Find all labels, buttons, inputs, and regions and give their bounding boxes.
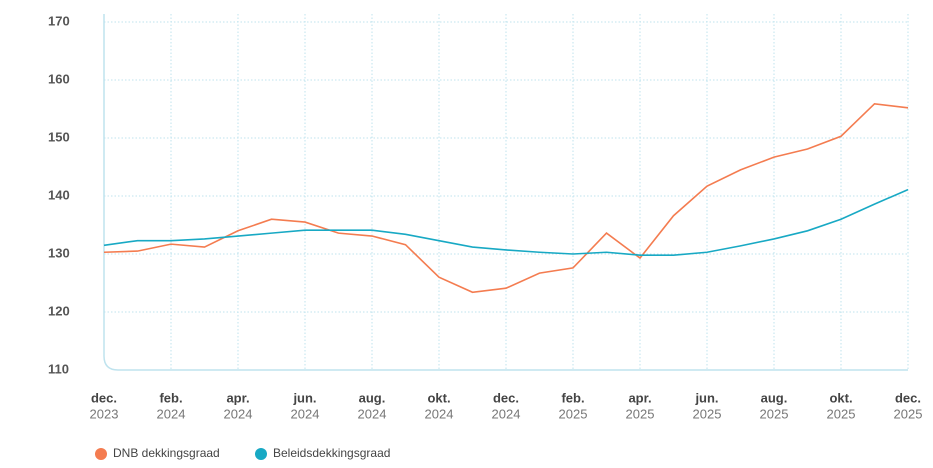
x-tick-label: 2024 xyxy=(157,406,186,421)
x-tick-label: 2025 xyxy=(827,406,856,421)
y-tick-label: 140 xyxy=(48,187,70,202)
y-tick-label: 150 xyxy=(48,129,70,144)
legend-marker xyxy=(255,448,267,460)
x-tick-label: 2024 xyxy=(224,406,253,421)
y-tick-label: 160 xyxy=(48,71,70,86)
y-tick-label: 170 xyxy=(48,13,70,28)
x-tick-label: aug. xyxy=(761,390,788,405)
x-tick-label: dec. xyxy=(91,390,117,405)
x-tick-label: okt. xyxy=(427,390,450,405)
x-tick-label: feb. xyxy=(561,390,584,405)
x-tick-label: feb. xyxy=(159,390,182,405)
x-tick-label: jun. xyxy=(292,390,316,405)
x-tick-label: jun. xyxy=(694,390,718,405)
data-line xyxy=(103,102,909,294)
y-tick-label: 130 xyxy=(48,245,70,260)
x-tick-label: 2025 xyxy=(693,406,722,421)
data-line xyxy=(103,188,909,256)
x-tick-label: 2025 xyxy=(760,406,789,421)
x-tick-label: okt. xyxy=(829,390,852,405)
x-tick-label: 2024 xyxy=(425,406,454,421)
x-tick-label: 2025 xyxy=(559,406,588,421)
legend-marker xyxy=(95,448,107,460)
x-tick-label: aug. xyxy=(359,390,386,405)
legend-label: DNB dekkingsgraad xyxy=(113,446,220,460)
legend-label: Beleidsdekkingsgraad xyxy=(273,446,390,460)
x-tick-label: 2025 xyxy=(894,406,923,421)
x-tick-label: 2024 xyxy=(492,406,521,421)
x-tick-label: dec. xyxy=(493,390,519,405)
axis-line xyxy=(103,14,908,371)
x-tick-label: 2024 xyxy=(358,406,387,421)
y-tick-label: 120 xyxy=(48,303,70,318)
x-tick-label: apr. xyxy=(226,390,249,405)
x-tick-label: 2024 xyxy=(291,406,320,421)
x-tick-label: 2023 xyxy=(90,406,119,421)
x-tick-label: dec. xyxy=(895,390,921,405)
x-tick-label: 2025 xyxy=(626,406,655,421)
y-tick-label: 110 xyxy=(48,361,69,376)
x-tick-label: apr. xyxy=(628,390,651,405)
